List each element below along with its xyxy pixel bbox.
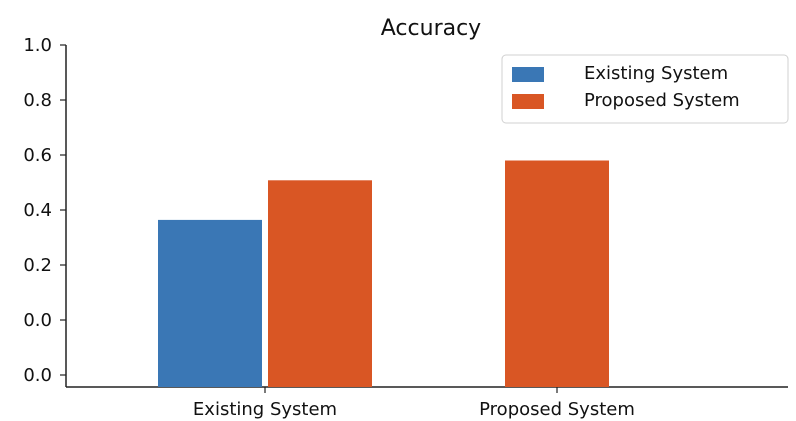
legend-label-existing-system: Existing System (584, 63, 728, 84)
x-tick-label: Proposed System (479, 399, 635, 420)
y-tick-label: 0.6 (23, 145, 52, 166)
legend: Existing System Proposed System (501, 54, 789, 124)
y-tick-label: 0.0 (23, 310, 52, 331)
y-tick-label: 0.4 (23, 200, 52, 221)
y-tick-label: 0.0 (23, 365, 52, 386)
plot-area: 1.0 0.8 0.6 0.4 0.2 0.0 0.0 Existing System Prop… (23, 35, 788, 420)
bar (268, 180, 372, 387)
bar (505, 160, 609, 387)
y-tick-label: 0.8 (23, 90, 52, 111)
legend-label-proposed-system: Proposed System (584, 90, 740, 111)
legend-box (501, 54, 789, 124)
legend-swatch-proposed-system (512, 94, 544, 109)
x-tick-label: Existing System (193, 399, 337, 420)
y-tick-label: 0.2 (23, 255, 52, 276)
chart-title: Accuracy (381, 16, 481, 41)
bar (158, 219, 262, 387)
y-tick-label: 1.0 (23, 35, 52, 56)
legend-swatch-existing-system (512, 67, 544, 82)
